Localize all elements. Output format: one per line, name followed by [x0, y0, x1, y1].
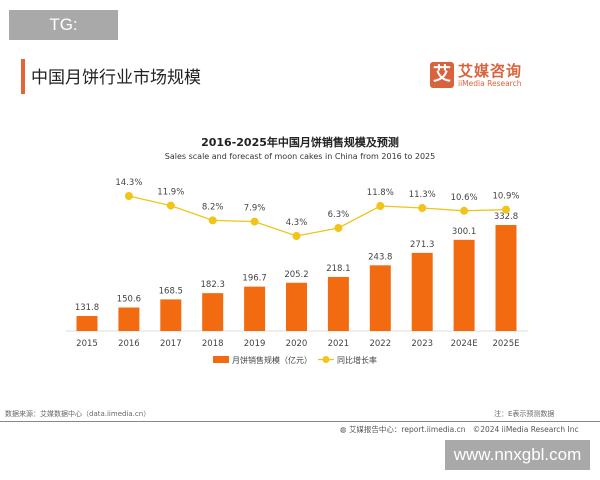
- legend-bar-swatch: [213, 356, 229, 363]
- x-tick-2022: 2022: [369, 339, 391, 349]
- page-title: 中国月饼行业市场规模: [31, 68, 201, 88]
- report-link[interactable]: 艾媒报告中心：report.iimedia.cn: [348, 425, 466, 434]
- bar-label-2019: 196.7: [242, 274, 266, 284]
- chart: 131.8 2015 150.6 2016 168.5 2017 182.3 2018 196.…: [66, 178, 528, 365]
- x-tick-2023: 2023: [411, 339, 433, 349]
- growth-label-2017: 11.9%: [157, 188, 184, 198]
- growth-point-2022: [376, 202, 385, 210]
- bar-label-2021: 218.1: [326, 264, 350, 274]
- bar-2024E: [453, 239, 475, 331]
- bar-label-2015: 131.8: [75, 303, 99, 313]
- bar-2023: [411, 252, 433, 331]
- growth-point-2025E: [502, 205, 510, 214]
- forecast-note: 注：E表示预测数据: [494, 410, 555, 418]
- bar-2017: [160, 299, 182, 331]
- footer-credit: ◍ 艾媒报告中心：report.iimedia.cn ©2024 iiMedia…: [340, 424, 579, 435]
- bar-2016: [118, 307, 140, 331]
- growth-point-2019: [250, 217, 259, 226]
- divider: [0, 421, 600, 422]
- x-tick-2016: 2016: [118, 339, 140, 349]
- legend-line-label: 同比增长率: [337, 355, 377, 365]
- growth-line: [128, 195, 507, 237]
- growth-label-2018: 8.2%: [202, 202, 224, 212]
- growth-point-2020: [292, 232, 301, 240]
- bar-2021: [327, 276, 349, 331]
- bar-label-2017: 168.5: [159, 286, 183, 296]
- x-tick-2018: 2018: [202, 339, 224, 349]
- bar-2020: [286, 282, 307, 331]
- globe-icon: ◍: [340, 425, 347, 434]
- chart-subtitle: Sales scale and forecast of moon cakes i…: [164, 152, 436, 161]
- x-tick-2025E: 2025E: [492, 339, 519, 349]
- growth-point-2023: [418, 204, 427, 212]
- logo-icon: 艾: [430, 62, 454, 88]
- growth-point-2018: [208, 216, 217, 225]
- chart-title: 2016-2025年中国月饼销售规模及预测: [201, 136, 399, 149]
- x-tick-2019: 2019: [244, 339, 266, 349]
- bar-2025E: [495, 225, 517, 331]
- heading-accent-bar: [21, 59, 25, 94]
- x-tick-2021: 2021: [328, 339, 350, 349]
- bar-label-2020: 205.2: [284, 270, 308, 280]
- logo-text-en: iiMedia Research: [458, 79, 522, 88]
- copyright: ©2024 iiMedia Research Inc: [472, 425, 579, 434]
- bar-2022: [369, 265, 391, 331]
- growth-label-2016: 14.3%: [115, 178, 142, 188]
- bar-2015: [76, 316, 98, 331]
- bar-label-2016: 150.6: [117, 295, 141, 305]
- x-tick-2020: 2020: [286, 339, 308, 349]
- growth-point-2024E: [460, 206, 469, 215]
- watermark-tg: TG: MYYJJPP: [9, 10, 118, 64]
- growth-label-2025E: 10.9%: [492, 192, 519, 202]
- bar-label-2024E: 300.1: [452, 227, 476, 237]
- bar-label-2018: 182.3: [201, 280, 225, 290]
- growth-point-2016: [124, 192, 133, 200]
- data-source: 数据来源：艾媒数据中心（data.iimedia.cn）: [5, 410, 151, 418]
- bar-2018: [202, 293, 224, 331]
- growth-label-2022: 11.8%: [367, 188, 394, 198]
- growth-point-2017: [166, 201, 175, 210]
- logo-text-cn: 艾媒咨询: [458, 62, 523, 80]
- x-tick-2024E: 2024E: [451, 339, 478, 349]
- x-tick-2017: 2017: [160, 339, 182, 349]
- x-tick-2015: 2015: [76, 339, 98, 349]
- watermark-site: www.nnxgbl.com: [445, 440, 590, 470]
- bar-label-2025E: 332.8: [494, 212, 518, 222]
- bar-2019: [244, 286, 266, 331]
- legend-line-dot: [322, 356, 330, 363]
- growth-label-2023: 11.3%: [409, 190, 436, 200]
- growth-label-2020: 4.3%: [286, 218, 308, 228]
- growth-point-2021: [334, 224, 343, 232]
- logo: 艾 艾媒咨询 iiMedia Research: [430, 60, 590, 92]
- legend-bar-label: 月饼销售规模（亿元）: [232, 355, 312, 365]
- growth-label-2021: 6.3%: [328, 210, 350, 220]
- bar-label-2022: 243.8: [368, 252, 392, 262]
- growth-label-2019: 7.9%: [244, 204, 266, 214]
- growth-label-2024E: 10.6%: [451, 193, 478, 203]
- bar-label-2023: 271.3: [410, 240, 434, 250]
